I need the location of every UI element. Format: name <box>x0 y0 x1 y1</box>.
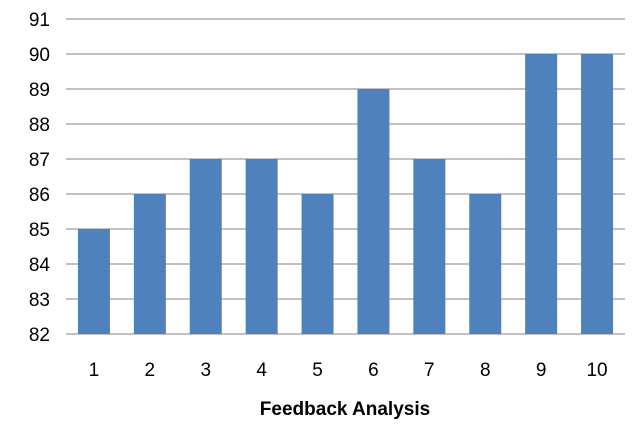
y-tick-label: 83 <box>29 290 50 311</box>
x-tick-label: 9 <box>536 360 547 381</box>
y-tick-label: 86 <box>29 185 50 206</box>
x-tick-label: 1 <box>89 360 100 381</box>
x-tick-label: 4 <box>256 360 267 381</box>
bar <box>301 194 334 334</box>
bar <box>469 194 502 334</box>
bar <box>245 159 278 334</box>
x-tick-label: 6 <box>368 360 379 381</box>
bar <box>413 159 446 334</box>
bar <box>581 54 614 334</box>
bar <box>189 159 222 334</box>
bar <box>357 89 390 334</box>
y-tick-label: 82 <box>29 325 50 346</box>
y-tick-label: 84 <box>29 255 51 276</box>
bar <box>525 54 558 334</box>
bars <box>77 54 614 334</box>
x-tick-label: 8 <box>480 360 491 381</box>
y-tick-label: 87 <box>29 150 50 171</box>
x-axis-tick-labels: 1 2 3 4 5 6 7 8 9 10 <box>89 360 608 381</box>
x-tick-label: 2 <box>145 360 156 381</box>
y-tick-label: 91 <box>29 10 50 31</box>
x-tick-label: 10 <box>586 360 607 381</box>
bar <box>133 194 166 334</box>
bar <box>77 229 110 334</box>
x-tick-label: 5 <box>312 360 323 381</box>
y-tick-label: 88 <box>29 115 50 136</box>
y-tick-label: 85 <box>29 220 50 241</box>
y-axis-tick-labels: 82 83 84 85 86 87 88 89 90 91 <box>29 10 51 346</box>
x-tick-label: 3 <box>200 360 211 381</box>
y-tick-label: 90 <box>29 45 50 66</box>
x-tick-label: 7 <box>424 360 435 381</box>
y-tick-label: 89 <box>29 80 50 101</box>
x-axis-title: Feedback Analysis <box>260 399 430 420</box>
